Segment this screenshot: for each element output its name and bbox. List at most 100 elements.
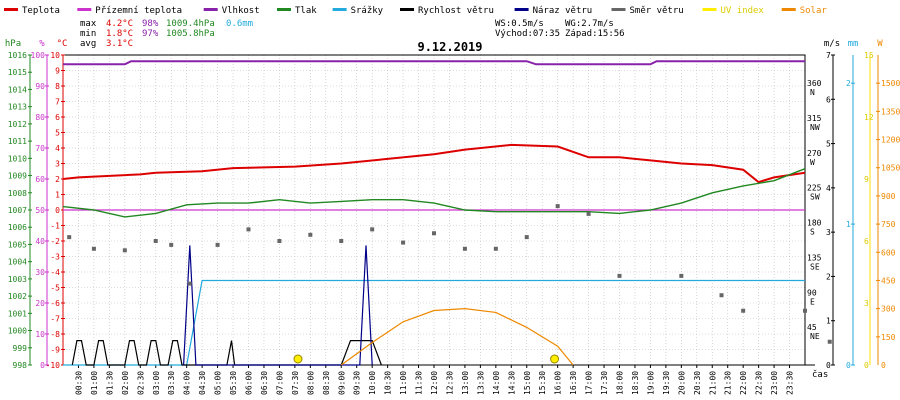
x-axis-tick-label: 14:00 bbox=[492, 371, 501, 395]
series-smer-vetru-point bbox=[555, 204, 560, 209]
series-smer-vetru-point bbox=[679, 273, 684, 278]
direction-tick-name: E bbox=[810, 297, 815, 306]
series-smer-vetru-point bbox=[169, 242, 174, 247]
w-axis-tick-label: 450 bbox=[881, 276, 896, 285]
temp-axis-tick-label: 7 bbox=[55, 98, 60, 107]
wind-speed-avg: WS:0.5m/s bbox=[495, 19, 544, 29]
x-axis-tick-label: 01:00 bbox=[90, 371, 99, 395]
pct-axis-tick-label: 50 bbox=[35, 206, 45, 215]
hpa-axis-tick-label: 1007 bbox=[8, 206, 27, 215]
series-smer-vetru-point bbox=[67, 235, 72, 240]
x-axis-tick-label: 07:00 bbox=[275, 371, 284, 395]
temp-axis-tick-label: 10 bbox=[50, 51, 60, 60]
temp-axis-tick-label: 2 bbox=[55, 175, 60, 184]
hpa-axis-tick-label: 1011 bbox=[8, 137, 27, 146]
legend-label: Rychlost větru bbox=[418, 6, 494, 16]
legend-swatch bbox=[203, 8, 218, 11]
series-tlak-line bbox=[62, 168, 806, 218]
pct-axis-tick-label: 20 bbox=[35, 299, 45, 308]
hpa-axis-tick-label: 999 bbox=[13, 344, 28, 353]
series-smer-vetru-point bbox=[187, 281, 192, 286]
series-smer-vetru-point bbox=[339, 239, 344, 243]
x-axis-tick-label: 07:30 bbox=[291, 371, 300, 395]
hpa-axis-tick-label: 1000 bbox=[8, 327, 27, 336]
x-axis-tick-label: 00:30 bbox=[74, 371, 83, 395]
stat-temp: 3.1°C bbox=[106, 39, 133, 49]
x-axis-tick-label: 19:00 bbox=[646, 371, 655, 395]
series-smer-vetru-point bbox=[215, 242, 220, 247]
wind-gust-max: WG:2.7m/s bbox=[565, 19, 614, 29]
legend-label: Přízemní teplota bbox=[95, 6, 182, 16]
pct-axis-tick-label: 90 bbox=[35, 82, 45, 91]
mm-axis-tick-label: 2 bbox=[846, 79, 851, 88]
w-axis-unit: W bbox=[877, 39, 883, 49]
direction-tick-deg: 315 bbox=[807, 114, 822, 123]
series-smer-vetru-point bbox=[719, 293, 724, 298]
legend-label: UV index bbox=[721, 6, 765, 16]
direction-tick-deg: 180 bbox=[807, 219, 822, 228]
hpa-axis-tick-label: 1003 bbox=[8, 275, 27, 284]
series-teplota-line bbox=[62, 143, 806, 184]
pct-axis-tick-label: 10 bbox=[35, 330, 45, 339]
temp-axis-tick-label: 0 bbox=[55, 206, 60, 215]
direction-tick-deg: 360 bbox=[807, 79, 822, 88]
legend-swatch bbox=[277, 8, 291, 11]
hpa-axis-tick-label: 1014 bbox=[8, 85, 27, 94]
temp-axis-tick-label: -10 bbox=[46, 361, 61, 370]
temp-axis-tick-label: -9 bbox=[50, 346, 60, 355]
hpa-axis-tick-label: 1006 bbox=[8, 223, 27, 232]
series-solar-line bbox=[340, 307, 574, 366]
series-smer-vetru-point bbox=[277, 239, 282, 243]
series-smer-vetru-point bbox=[370, 227, 375, 232]
x-axis-tick-label: 20:00 bbox=[677, 371, 686, 395]
x-axis-tick-label: 19:30 bbox=[662, 371, 671, 395]
stat-press: 1009.4hPa bbox=[166, 19, 215, 29]
legend-swatch bbox=[332, 8, 347, 11]
mm-axis-tick-label: 0 bbox=[846, 361, 851, 370]
x-axis-tick-label: 09:00 bbox=[337, 371, 346, 395]
temp-axis-tick-label: -8 bbox=[50, 330, 60, 339]
mm-axis-tick-label: 1 bbox=[846, 220, 851, 229]
pct-axis-unit: % bbox=[39, 39, 45, 49]
x-axis-tick-label: 21:30 bbox=[724, 371, 733, 395]
w-axis-tick-label: 750 bbox=[881, 220, 896, 229]
hpa-axis-tick-label: 1016 bbox=[8, 51, 27, 60]
series-smer-vetru-point bbox=[308, 232, 313, 237]
x-axis-tick-label: 22:00 bbox=[739, 371, 748, 395]
stat-hum: 97% bbox=[142, 29, 159, 39]
series-smer-vetru-point bbox=[524, 235, 529, 240]
hpa-axis-tick-label: 1002 bbox=[8, 292, 27, 301]
stat-press: 1005.8hPa bbox=[166, 29, 215, 39]
x-axis-tick-label: 11:30 bbox=[415, 371, 424, 395]
ms-axis-tick-label: 3 bbox=[826, 228, 831, 237]
series-smer-vetru-point bbox=[122, 248, 127, 253]
uv-axis-tick-label: 12 bbox=[864, 113, 874, 122]
sunset: Západ:15:56 bbox=[565, 29, 625, 39]
ms-axis-tick-label: 2 bbox=[826, 272, 831, 281]
hpa-axis-tick-label: 1010 bbox=[8, 154, 27, 163]
uv-axis-tick-label: 15 bbox=[864, 51, 874, 60]
x-axis-tick-label: 10:00 bbox=[368, 371, 377, 395]
temp-axis-tick-label: 3 bbox=[55, 160, 60, 169]
series-smer-vetru-point bbox=[153, 239, 158, 243]
hpa-axis-tick-label: 1012 bbox=[8, 120, 27, 129]
uv-axis-tick-label: 9 bbox=[864, 175, 869, 184]
w-axis-tick-label: 600 bbox=[881, 248, 896, 257]
w-axis-tick-label: 900 bbox=[881, 192, 896, 201]
legend-swatch bbox=[514, 8, 529, 11]
sunset-marker bbox=[550, 354, 560, 364]
temp-axis-tick-label: 6 bbox=[55, 113, 60, 122]
stat-label: min bbox=[80, 29, 96, 39]
x-axis-tick-label: 23:30 bbox=[786, 371, 795, 395]
direction-tick-name: W bbox=[810, 158, 815, 167]
x-axis-tick-label: 12:30 bbox=[445, 371, 454, 395]
temp-axis-tick-label: -1 bbox=[50, 222, 60, 231]
series-smer-vetru-point bbox=[827, 339, 832, 344]
x-axis-tick-label: 06:00 bbox=[245, 371, 254, 395]
legend-swatch bbox=[77, 8, 92, 11]
temp-axis-tick-label: -7 bbox=[50, 315, 60, 324]
stat-rain: 0.6mm bbox=[226, 19, 253, 29]
direction-tick-name: NW bbox=[810, 123, 820, 132]
